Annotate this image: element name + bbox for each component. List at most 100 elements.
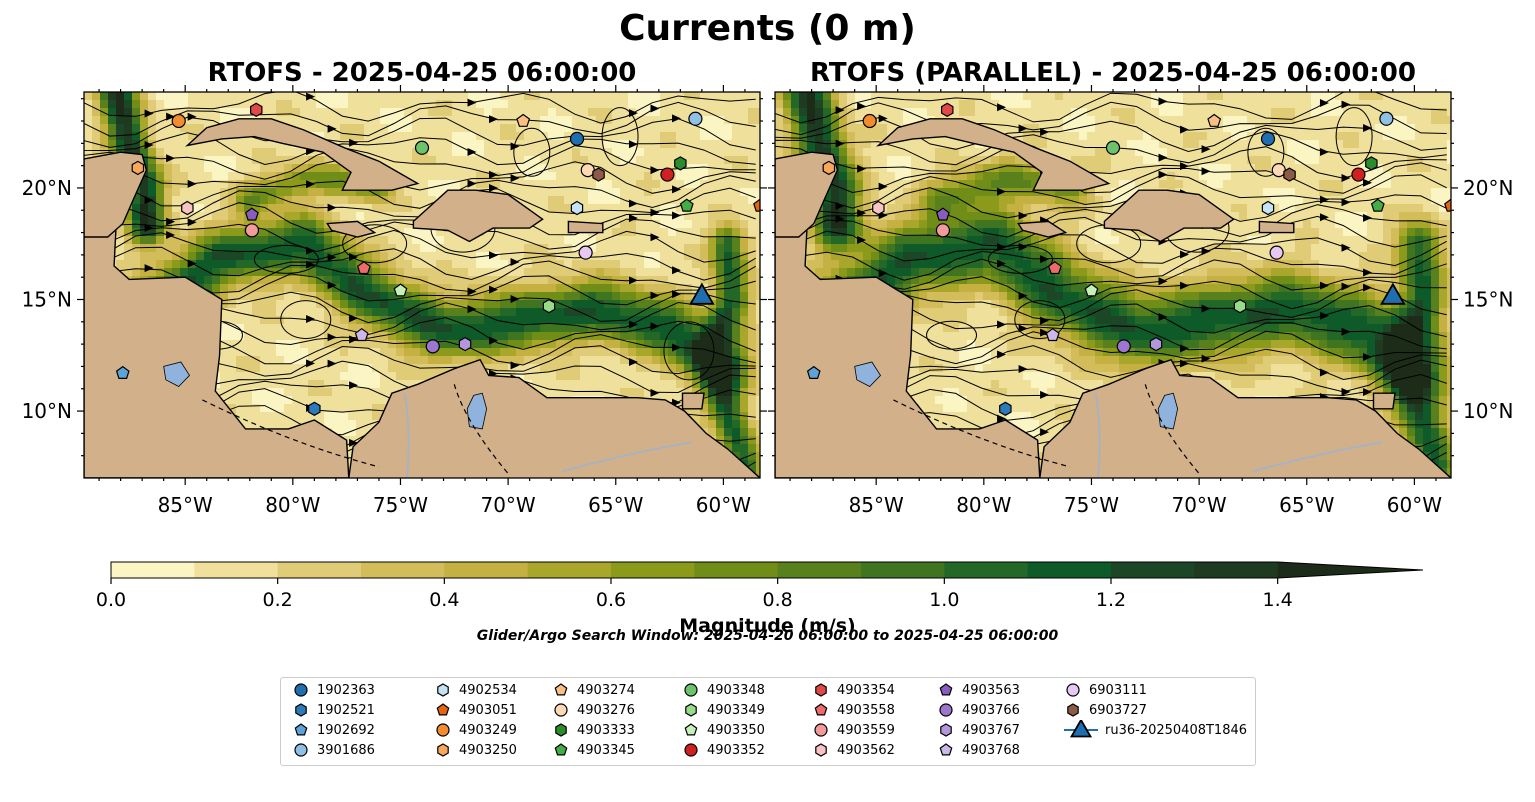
legend-item-4903276: 4903276 xyxy=(551,700,635,720)
colorbar-label: Magnitude (m/s) xyxy=(679,615,856,637)
legend-hexagon xyxy=(815,683,827,697)
legend-hexagon xyxy=(685,703,697,717)
landmass-jamaica xyxy=(326,220,377,238)
colorbar-segment xyxy=(694,562,779,578)
river xyxy=(403,393,410,478)
legend-marker-icon xyxy=(939,703,953,717)
platform-4903352 xyxy=(660,167,675,182)
legend-pentagon xyxy=(939,683,953,696)
legend-label: 4903354 xyxy=(837,682,895,698)
legend-circle xyxy=(436,723,450,737)
legend-item-4903349: 4903349 xyxy=(681,700,765,720)
lat-tick-label: 10°N xyxy=(22,399,72,423)
legend-pentagon xyxy=(554,743,568,756)
legend-hexagon xyxy=(815,743,827,757)
map-panel-rtofs-parallel: 85°W 80°W 75°W 70°W 65°W 60°W 20°N 15°N 10°N xyxy=(768,85,1513,517)
lon-tick-label: 85°W xyxy=(849,493,904,517)
landmass-jamaica xyxy=(1017,220,1068,238)
platform-1902363 xyxy=(1260,131,1276,146)
legend-label: 4903558 xyxy=(837,702,895,718)
legend-marker-icon xyxy=(814,703,828,716)
land xyxy=(775,118,1451,478)
legend-marker-icon xyxy=(814,723,828,737)
legend-label: 6903727 xyxy=(1089,702,1147,718)
lon-tick-label: 60°W xyxy=(1387,493,1442,517)
legend-item-4903051: 4903051 xyxy=(433,700,517,720)
platform-4903051 xyxy=(753,198,760,212)
platform-1902521 xyxy=(999,401,1012,416)
legend-label: 4903559 xyxy=(837,722,895,738)
legend-hexagon xyxy=(295,703,307,717)
legend-circle xyxy=(684,743,698,757)
legend-label: 4903352 xyxy=(707,742,765,758)
lon-tick-label: 65°W xyxy=(1279,493,1334,517)
platform-legend: 1902363 1902521 1902692 3901686 4902534 49030… xyxy=(280,677,1256,766)
lon-tick-label: 75°W xyxy=(1064,493,1119,517)
legend-circle xyxy=(294,743,308,757)
legend-marker-icon xyxy=(295,703,307,717)
platform-4903768 xyxy=(354,327,369,342)
platform-4903333 xyxy=(674,156,687,171)
legend-marker-icon xyxy=(940,723,952,737)
colorbar-segment xyxy=(611,562,695,578)
platform-6903727 xyxy=(1283,167,1296,182)
platform-6903111 xyxy=(1269,245,1284,260)
landmass-hispaniola xyxy=(412,189,544,243)
landmass-trinidad xyxy=(681,392,705,410)
platform-4903354 xyxy=(250,102,263,117)
legend-hexagon xyxy=(940,723,952,737)
legend-label: 4903348 xyxy=(707,682,765,698)
legend-circle xyxy=(939,703,953,717)
legend-marker-icon xyxy=(939,743,953,756)
platform-4903250 xyxy=(822,160,836,176)
legend-triangle xyxy=(1069,720,1093,738)
landmass-trinidad xyxy=(1372,392,1396,410)
river xyxy=(561,441,692,473)
platform-4903345 xyxy=(1370,198,1385,212)
platform-4903349 xyxy=(542,299,556,314)
platform-4903345 xyxy=(679,198,694,212)
legend-item-4903333: 4903333 xyxy=(551,720,635,740)
landmass-yucatan xyxy=(84,151,148,238)
legend-label: 3901686 xyxy=(317,742,375,758)
legend-marker-icon xyxy=(436,703,450,716)
platform-6903727 xyxy=(592,167,605,182)
legend-hexagon xyxy=(437,683,449,697)
landmass-lakeMaracaibo xyxy=(466,392,488,430)
colorbar-segment xyxy=(944,562,1029,578)
platform-3901686 xyxy=(1379,111,1394,126)
legend-marker-icon xyxy=(815,683,827,697)
colorbar-tick-label: 1.4 xyxy=(1263,589,1293,611)
legend-marker-icon xyxy=(555,723,567,737)
colorbar-tick-label: 0.0 xyxy=(96,589,126,611)
legend-label: 4903768 xyxy=(962,742,1020,758)
platform-4903559 xyxy=(935,223,951,238)
lon-tick-label: 70°W xyxy=(480,493,535,517)
colorbar-tick-label: 0.4 xyxy=(429,589,459,611)
legend-label: 4903276 xyxy=(577,702,635,718)
river xyxy=(1094,393,1101,478)
legend-circle xyxy=(554,703,568,717)
legend-marker-icon xyxy=(436,723,450,737)
legend-item-4903767: 4903767 xyxy=(936,720,1020,740)
legend-marker-icon xyxy=(939,683,953,696)
landmass-lakeNicaragua xyxy=(163,361,191,387)
platform-ru36-20250408T1846 xyxy=(689,282,715,305)
legend-item-4903250: 4903250 xyxy=(433,740,517,760)
legend-marker-icon xyxy=(815,743,827,757)
legend-item-1902521: 1902521 xyxy=(291,700,375,720)
legend-item-4902534: 4902534 xyxy=(433,680,517,700)
colorbar-segment xyxy=(277,562,362,578)
legend-marker-icon xyxy=(685,703,697,717)
legend-label: 4903249 xyxy=(459,722,517,738)
colorbar-segment xyxy=(444,562,529,578)
legend-marker-icon xyxy=(684,683,698,697)
legend-marker-icon xyxy=(294,723,308,736)
legend-item-4903348: 4903348 xyxy=(681,680,765,700)
panel-title-rtofs: RTOFS - 2025-04-25 06:00:00 xyxy=(207,58,637,88)
platform-1902521 xyxy=(308,401,321,416)
colorbar-segment xyxy=(527,562,612,578)
legend-circle xyxy=(684,683,698,697)
legend-pentagon xyxy=(814,703,828,716)
